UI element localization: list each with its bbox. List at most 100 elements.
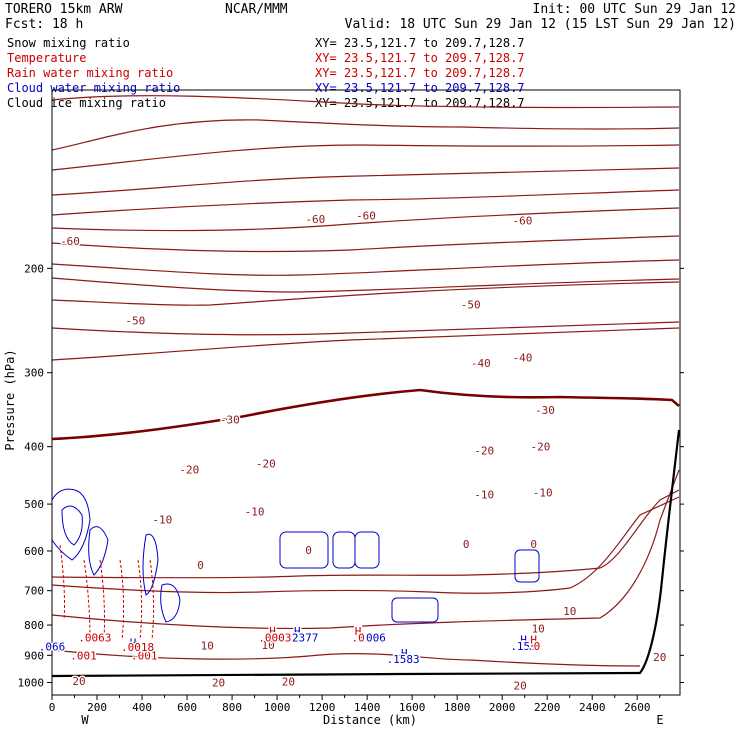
x-tick-label: 2200	[534, 701, 561, 714]
isotherm-label: -10	[152, 514, 172, 527]
x-tick-label: 1400	[354, 701, 381, 714]
y-tick-label: 700	[24, 585, 44, 598]
x-tick-label: 1200	[309, 701, 336, 714]
x-tick-label: 0	[49, 701, 56, 714]
isotherm-m50	[51, 167, 680, 196]
isotherm-m40b	[51, 207, 680, 232]
rain-label: .001	[70, 649, 97, 662]
isotherm-label: -60	[356, 210, 376, 223]
isotherm-m60a	[51, 95, 680, 109]
isotherm-label: -60	[512, 214, 532, 227]
isotherm-label: 10	[532, 623, 545, 636]
terrain-line	[51, 429, 681, 678]
isotherm-label: -60	[60, 235, 80, 248]
isotherm-m20b	[51, 281, 680, 306]
x-tick-label: 800	[222, 701, 242, 714]
rain-label: .0	[351, 632, 364, 645]
isotherm-0	[51, 388, 680, 441]
isotherm-m60c	[51, 144, 680, 171]
forecast-hour: Fcst: 18 h	[5, 17, 83, 32]
init-time: Init: 00 UTC Sun 29 Jan 12	[533, 2, 737, 17]
cloud-cell	[51, 488, 91, 561]
isotherm-label: 0	[197, 559, 204, 572]
valid-time: Valid: 18 UTC Sun 29 Jan 12 (15 LST Sun …	[345, 17, 736, 32]
isotherm-label: -30	[220, 414, 240, 427]
isotherm-label: -30	[535, 404, 555, 417]
cloud-water-label: H	[401, 647, 408, 660]
y-tick-label: 800	[24, 619, 44, 632]
isotherm-label: 20	[514, 680, 527, 693]
x-tick-label: 600	[177, 701, 197, 714]
cloud-water-label: .158	[510, 640, 537, 653]
cloud-cell	[160, 583, 181, 623]
cloud-water-label: H	[520, 634, 527, 647]
plot-frame	[51, 89, 681, 696]
legend-rain: Rain water mixing ratio	[7, 66, 173, 80]
rain-contours	[59, 544, 155, 641]
rain-cell	[137, 559, 143, 641]
isotherm-label: -40	[512, 352, 532, 365]
rain-label: H	[269, 625, 276, 638]
legend-cloud-water: Cloud water mixing ratio	[7, 81, 180, 95]
rain-label: .0	[527, 640, 540, 653]
cloud-cell	[332, 531, 356, 569]
isotherm-label: 10	[261, 639, 274, 652]
isotherm-label: 0	[463, 538, 470, 551]
isotherm-label: 20	[653, 651, 666, 664]
rain-cell	[83, 559, 91, 641]
isotherm-10a	[51, 489, 680, 579]
x-tick-label: 1600	[399, 701, 426, 714]
isotherm-m30a	[51, 235, 680, 253]
isotherm-label: 20	[282, 676, 295, 689]
center-title: NCAR/MMM	[225, 2, 288, 17]
isotherm-m60b	[51, 119, 680, 151]
cloud-cell	[391, 597, 439, 623]
x-tick-label: 2400	[579, 701, 606, 714]
rain-label: H	[355, 625, 362, 638]
isotherm-10b	[51, 496, 680, 594]
isotherm-label: -20	[256, 457, 276, 470]
isotherm-m10a	[51, 321, 680, 336]
isotherm-m40a	[51, 189, 680, 216]
isotherm-label: -40	[471, 357, 491, 370]
cloud-water-label: H	[294, 625, 301, 638]
cloud-cell	[354, 531, 380, 569]
isotherm-m30b	[51, 259, 680, 276]
rain-cell	[99, 559, 105, 641]
rain-label: .0063	[78, 632, 111, 645]
isotherm-label: -50	[461, 298, 481, 311]
isotherm-label: -60	[305, 213, 325, 226]
cloud-water-contours	[51, 488, 540, 623]
y-axis-title: Pressure (hPa)	[3, 349, 17, 450]
isotherm-20b	[51, 649, 641, 667]
cloud-water-label: .066	[39, 641, 66, 654]
isotherm-labels: -60 -60 -60 -60 -50 -50 -40 -40 -30 -30 -20 -20 -20 -…	[59, 208, 668, 694]
isotherm-label: -20	[179, 463, 199, 476]
cloud-cell	[142, 533, 159, 596]
y-tick-label: 600	[24, 545, 44, 558]
isotherm-label: 0	[305, 544, 312, 557]
x-tick-label: 2000	[489, 701, 516, 714]
header: TORERO 15km ARW NCAR/MMM Init: 00 UTC Su…	[5, 2, 736, 32]
cloud-cell	[61, 505, 83, 546]
isotherm-label: -10	[245, 506, 265, 519]
isotherm-label: 10	[201, 640, 214, 653]
legend-cloud-water-xy: XY= 23.5,121.7 to 209.7,128.7	[315, 81, 525, 95]
isotherm-label: -50	[125, 315, 145, 328]
legend-cloud-ice: Cloud ice mixing ratio	[7, 96, 166, 110]
x-tick-label: 1800	[444, 701, 471, 714]
isotherm-label: -20	[474, 445, 494, 458]
legend-snow-xy: XY= 23.5,121.7 to 209.7,128.7	[315, 36, 525, 50]
isotherm-label: -10	[474, 489, 494, 502]
isotherm-m10b	[51, 327, 680, 361]
isotherm-20a	[51, 469, 680, 630]
rain-label: .0003	[258, 632, 291, 645]
y-tick-label: 900	[24, 649, 44, 662]
y-tick-label: 400	[24, 441, 44, 454]
rain-label: H	[530, 634, 537, 647]
rain-cell	[149, 559, 155, 641]
